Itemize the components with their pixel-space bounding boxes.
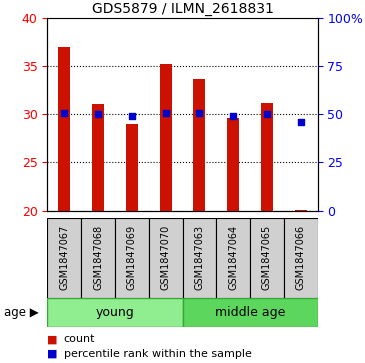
Bar xyxy=(182,298,318,327)
Bar xyxy=(182,218,216,298)
Bar xyxy=(81,218,115,298)
Text: middle age: middle age xyxy=(215,306,285,319)
Text: GSM1847066: GSM1847066 xyxy=(296,225,306,290)
Bar xyxy=(47,298,182,327)
Text: GSM1847070: GSM1847070 xyxy=(161,225,170,290)
Text: count: count xyxy=(64,334,95,344)
Bar xyxy=(126,124,138,211)
Text: ■: ■ xyxy=(47,334,58,344)
Point xyxy=(264,111,270,117)
Text: young: young xyxy=(96,306,134,319)
Bar xyxy=(149,218,182,298)
Text: percentile rank within the sample: percentile rank within the sample xyxy=(64,349,252,359)
Point xyxy=(196,110,202,116)
Point xyxy=(298,119,304,125)
Point xyxy=(95,111,101,117)
Bar xyxy=(227,118,239,211)
Text: GSM1847069: GSM1847069 xyxy=(127,225,137,290)
Title: GDS5879 / ILMN_2618831: GDS5879 / ILMN_2618831 xyxy=(92,2,273,16)
Text: GSM1847063: GSM1847063 xyxy=(195,225,204,290)
Point xyxy=(230,113,236,119)
Text: ■: ■ xyxy=(47,349,58,359)
Bar xyxy=(160,64,172,211)
Point xyxy=(163,110,169,116)
Bar xyxy=(216,218,250,298)
Bar xyxy=(193,79,205,211)
Point xyxy=(61,110,67,116)
Bar xyxy=(115,218,149,298)
Bar xyxy=(284,218,318,298)
Bar xyxy=(92,104,104,211)
Text: age ▶: age ▶ xyxy=(4,306,38,319)
Text: GSM1847064: GSM1847064 xyxy=(228,225,238,290)
Bar xyxy=(295,209,307,211)
Text: GSM1847068: GSM1847068 xyxy=(93,225,103,290)
Bar xyxy=(58,47,70,211)
Bar xyxy=(250,218,284,298)
Point xyxy=(129,113,135,119)
Bar xyxy=(261,103,273,211)
Bar xyxy=(47,218,81,298)
Text: GSM1847067: GSM1847067 xyxy=(59,225,69,290)
Text: GSM1847065: GSM1847065 xyxy=(262,225,272,290)
